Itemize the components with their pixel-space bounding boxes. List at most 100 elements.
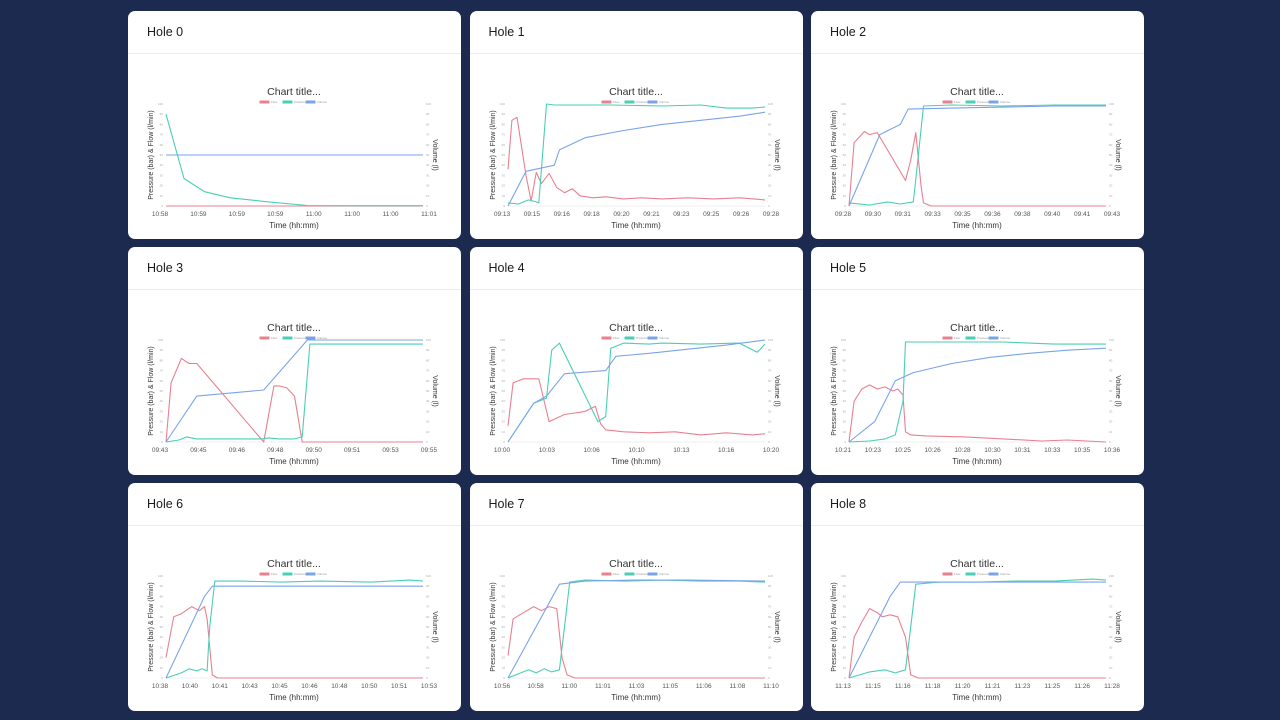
x-tick-label: 11:10	[763, 683, 779, 690]
y-tick-right: 80	[1109, 594, 1113, 598]
x-tick-label: 10:59	[229, 211, 246, 218]
y2-axis-label: Volume (l)	[431, 375, 438, 407]
x-tick-label: 10:56	[493, 683, 510, 690]
y-tick-left: 0	[503, 204, 505, 208]
y2-axis-label: Volume (l)	[773, 375, 780, 407]
x-tick-label: 11:00	[383, 211, 399, 218]
series-line-flow	[848, 384, 1107, 443]
y-tick-right: 30	[768, 645, 772, 649]
y-tick-left: 40	[843, 399, 847, 403]
y-tick-right: 20	[1109, 184, 1113, 188]
y-tick-left: 30	[501, 645, 505, 649]
legend-swatch-volume	[647, 336, 657, 340]
x-tick-label: 11:15	[865, 683, 881, 690]
y-tick-left: 30	[843, 173, 847, 177]
chart-title: Chart title...	[950, 86, 1004, 98]
y-tick-left: 50	[160, 153, 164, 157]
legend-label-volume: Volume	[659, 100, 669, 104]
y-axis-label: Pressure (bar) & Flow (l/min)	[148, 110, 155, 199]
y-tick-left: 60	[843, 615, 847, 619]
legend-label-flow: Flow	[613, 336, 620, 340]
y-tick-left: 0	[844, 676, 846, 680]
chart-svg: Chart title... Flow Pressure Volume 0 0 10 10 20…	[831, 86, 1121, 230]
y-tick-left: 30	[160, 173, 164, 177]
y-tick-left: 30	[160, 645, 164, 649]
x-tick-label: 10:33	[1044, 447, 1061, 454]
y-tick-left: 40	[501, 399, 505, 403]
x-tick-label: 11:16	[895, 683, 911, 690]
chart-card-hole-6: Hole 6 Chart title... Flow Pressure Volume 0 0…	[128, 483, 461, 711]
y-tick-left: 90	[160, 584, 164, 588]
y-tick-left: 70	[160, 605, 164, 609]
chart-card-hole-7: Hole 7 Chart title... Flow Pressure Volume 0 0…	[469, 483, 803, 711]
y-tick-right: 0	[768, 440, 770, 444]
y-tick-right: 60	[426, 379, 430, 383]
x-tick-label: 10:38	[152, 683, 169, 690]
chart-title: Chart title...	[950, 558, 1004, 570]
chart-title: Chart title...	[609, 322, 663, 334]
legend-label-volume: Volume	[659, 572, 669, 576]
y-tick-right: 0	[1109, 676, 1111, 680]
y-tick-right: 90	[768, 584, 772, 588]
y-tick-right: 90	[768, 112, 772, 116]
x-tick-label: 09:46	[229, 447, 246, 454]
y-axis-label: Pressure (bar) & Flow (l/min)	[148, 346, 155, 435]
y-tick-left: 10	[501, 194, 505, 198]
legend-label-pressure: Pressure	[636, 572, 648, 576]
series-line-pressure	[165, 343, 423, 443]
y-axis-label: Pressure (bar) & Flow (l/min)	[831, 110, 838, 199]
x-tick-label: 09:18	[583, 211, 600, 218]
card-title: Hole 3	[128, 247, 461, 290]
x-tick-label: 09:31	[895, 211, 912, 218]
series-line-pressure	[507, 103, 765, 205]
y-tick-left: 90	[843, 112, 847, 116]
y-tick-left: 40	[843, 163, 847, 167]
y-tick-left: 80	[843, 358, 847, 362]
x-axis-label: Time (hh:mm)	[952, 693, 1002, 702]
y-tick-right: 100	[1109, 102, 1114, 106]
y-tick-right: 80	[426, 122, 430, 126]
x-tick-label: 11:26	[1074, 683, 1090, 690]
y-tick-left: 0	[161, 440, 163, 444]
x-tick-label: 09:26	[732, 211, 749, 218]
x-tick-label: 09:16	[553, 211, 570, 218]
x-tick-label: 09:43	[1104, 211, 1121, 218]
x-tick-label: 09:21	[643, 211, 660, 218]
x-tick-label: 09:20	[613, 211, 630, 218]
chart-card-hole-1: Hole 1 Chart title... Flow Pressure Volume 0 0…	[469, 11, 803, 239]
y-tick-right: 60	[1109, 615, 1113, 619]
series-line-volume	[507, 111, 765, 207]
y2-axis-label: Volume (l)	[1114, 139, 1121, 171]
y-tick-right: 60	[1109, 143, 1113, 147]
y-tick-right: 80	[768, 358, 772, 362]
y-tick-left: 80	[843, 122, 847, 126]
y-tick-left: 70	[843, 133, 847, 137]
x-tick-label: 10:13	[673, 447, 690, 454]
x-tick-label: 09:38	[1014, 211, 1031, 218]
y-tick-left: 100	[158, 102, 163, 106]
legend-swatch-pressure	[624, 336, 634, 340]
y-tick-left: 0	[844, 204, 846, 208]
y-tick-left: 60	[160, 615, 164, 619]
x-tick-label: 10:30	[984, 447, 1001, 454]
y2-axis-label: Volume (l)	[1114, 375, 1121, 407]
y-tick-right: 20	[1109, 420, 1113, 424]
chart-svg: Chart title... Flow Pressure Volume 0 0 10 10 20…	[831, 558, 1121, 702]
legend-swatch-pressure	[965, 336, 976, 340]
series-line-flow	[848, 608, 1106, 679]
legend-label-pressure: Pressure	[977, 572, 989, 576]
legend-swatch-pressure	[282, 336, 293, 340]
legend-swatch-flow	[259, 100, 270, 104]
legend-label-volume: Volume	[317, 336, 327, 340]
legend-swatch-pressure	[965, 572, 976, 576]
chart-svg: Chart title... Flow Pressure Volume 0 0 10 10 20…	[490, 558, 780, 702]
y-tick-left: 60	[160, 143, 164, 147]
legend-swatch-flow	[259, 572, 270, 576]
y-tick-right: 10	[426, 430, 430, 434]
series-line-flow	[506, 116, 765, 202]
y-tick-right: 90	[426, 348, 430, 352]
y-tick-left: 80	[160, 358, 164, 362]
y-tick-left: 0	[503, 440, 505, 444]
legend-swatch-pressure	[965, 100, 976, 104]
legend-swatch-flow	[942, 100, 953, 104]
